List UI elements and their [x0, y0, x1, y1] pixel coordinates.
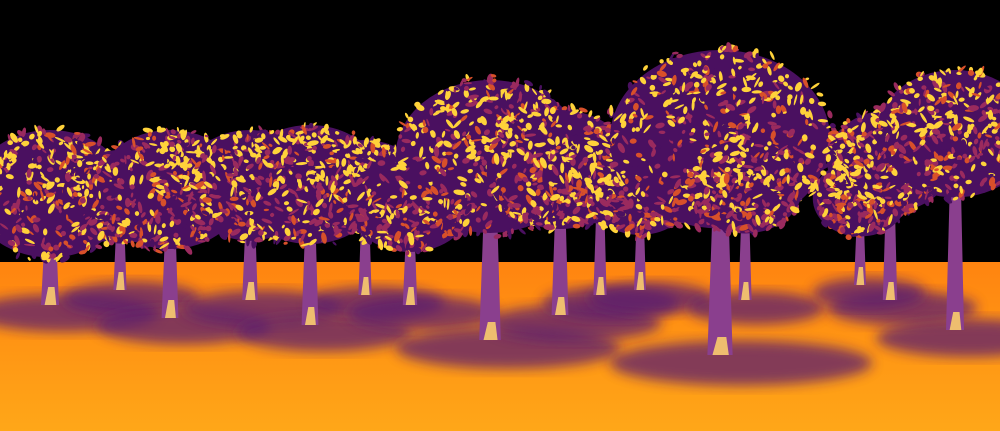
trunk-highlight — [596, 277, 605, 295]
tree-canopies — [0, 42, 1000, 264]
tree-shadow — [687, 291, 825, 325]
tree-shadow — [609, 340, 873, 386]
trunk-highlight — [164, 300, 176, 318]
trunk-highlight — [741, 282, 750, 300]
trunk-highlight — [245, 282, 256, 300]
trunk-highlight — [405, 287, 416, 305]
trunk-highlight — [361, 277, 370, 295]
tree-shadow — [587, 282, 713, 314]
tree-trunk — [689, 146, 752, 355]
tree-canopy — [873, 65, 1000, 204]
tree-shadow — [347, 295, 497, 331]
tree-trunk — [729, 176, 762, 300]
tree-trunk — [464, 158, 517, 340]
trunk-highlight — [116, 272, 125, 290]
tree-trunk — [289, 179, 331, 325]
trunk-highlight — [483, 322, 498, 340]
tree-trunk — [149, 184, 191, 318]
tree-canopy — [681, 134, 807, 238]
tree-shadow — [876, 319, 1000, 357]
tree-trunk — [933, 130, 978, 330]
trunk-highlight — [636, 272, 645, 290]
trunk-highlight — [554, 297, 566, 315]
trunk-highlight — [304, 307, 316, 325]
tree-trunk — [539, 164, 581, 315]
trunk-highlight — [885, 282, 896, 300]
trunk-highlight — [856, 267, 865, 285]
tree-shadow — [812, 277, 926, 309]
trunk-highlight — [949, 312, 962, 330]
tree-canopy — [808, 155, 913, 241]
trunk-highlight — [712, 337, 729, 355]
tree-trunk — [584, 166, 617, 295]
trunk-highlight — [44, 287, 57, 305]
